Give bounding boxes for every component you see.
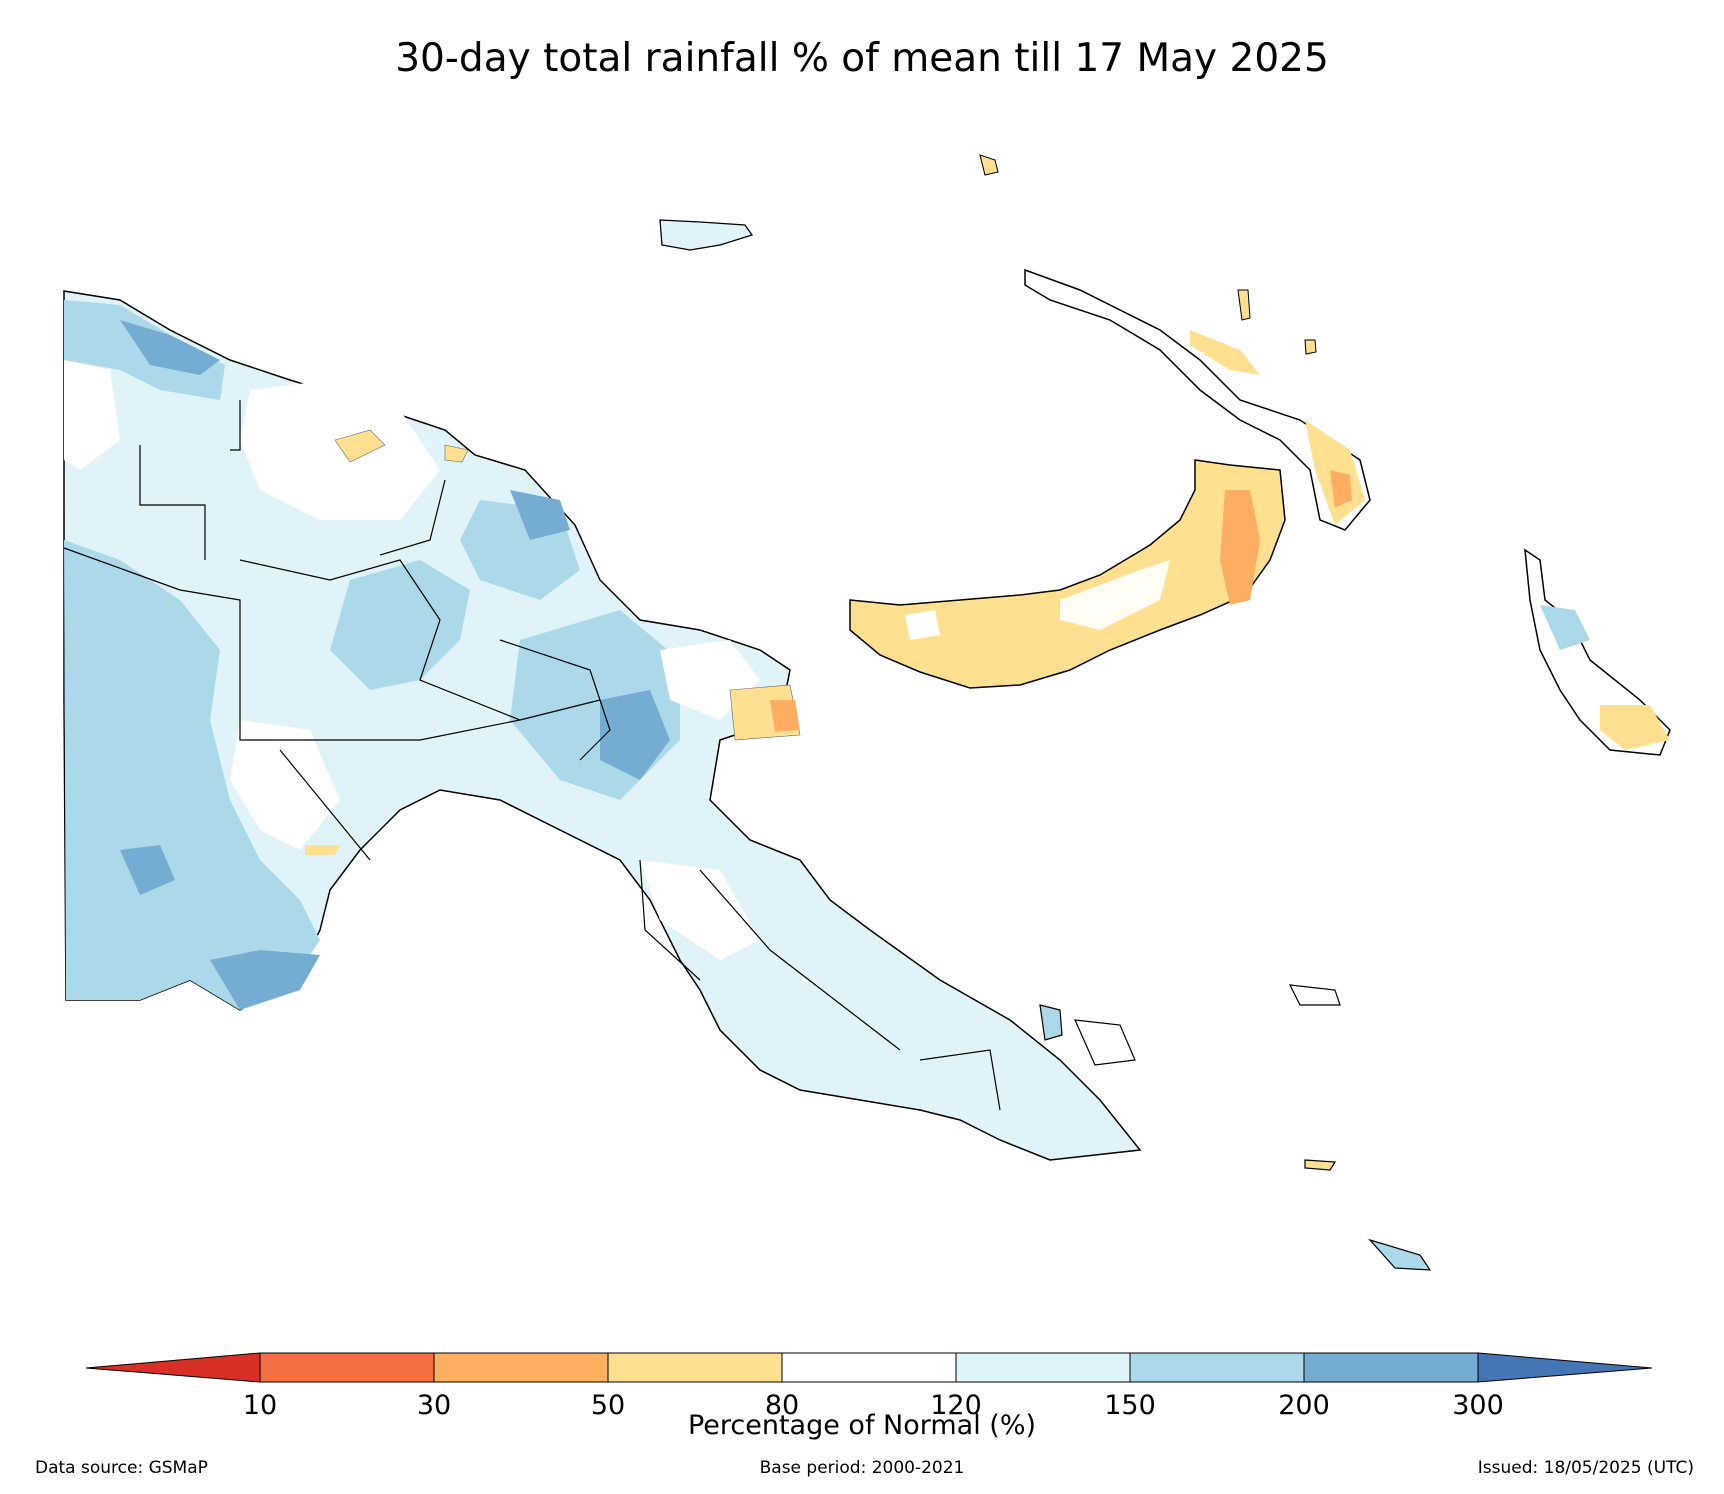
colorbar-tick-50: 50: [591, 1390, 625, 1421]
issued-note: Issued: 18/05/2025 (UTC): [1477, 1458, 1694, 1478]
zone-30-50-nb-a: [1220, 490, 1260, 605]
base-period-note: Base period: 2000-2021: [759, 1458, 965, 1478]
zone-200-300-e: [210, 950, 320, 1010]
colorbar-extend-high: [1477, 1352, 1653, 1383]
zone-200-300-d: [120, 845, 175, 895]
new-britain: [849, 459, 1286, 689]
southeast-islands: [1039, 984, 1432, 1271]
rainfall-map: [63, 154, 1671, 1271]
colorbar-tick-200: 200: [1278, 1390, 1330, 1421]
colorbar-tick-10: 10: [243, 1390, 277, 1421]
zone-150-200-bv: [1540, 605, 1590, 650]
colorbar-bin-120-150: [955, 1352, 1131, 1383]
colorbar-tick-120: 120: [930, 1390, 982, 1421]
new-britain-land: [849, 459, 1286, 689]
zone-50-80-d: [305, 845, 340, 855]
colorbar-tick-80: 80: [765, 1390, 799, 1421]
zone-80-120-a: [240, 380, 440, 520]
colorbar-bin-30-50: [433, 1352, 609, 1383]
bougainville: [1524, 548, 1671, 756]
rossel-island: [1368, 1238, 1432, 1271]
zone-80-120-e: [640, 860, 760, 960]
manus-land: [659, 219, 754, 251]
small-island-a: [979, 154, 999, 176]
zone-80-120-c: [64, 360, 120, 470]
zone-50-80-a: [334, 429, 386, 463]
manus-island: [659, 154, 1317, 355]
zone-50-80-bv: [1600, 705, 1670, 750]
zone-150-200-central: [330, 560, 470, 690]
colorbar-label: Percentage of Normal (%): [687, 1410, 1037, 1441]
zone-80-120-nb-b: [905, 610, 940, 640]
fergusson-island: [1074, 1019, 1136, 1066]
zone-200-300-b: [600, 690, 670, 780]
colorbar-bin-10-30: [259, 1352, 435, 1383]
small-island-b: [1237, 289, 1251, 321]
zone-150-200-west: [64, 540, 320, 1010]
zone-80-120-d: [230, 720, 340, 850]
colorbar-extend-low: [85, 1352, 261, 1383]
new-ireland: [1024, 268, 1371, 531]
zone-80-120-nb: [1060, 560, 1170, 630]
colorbar-bin-150-200: [1129, 1352, 1305, 1383]
small-island-c: [1304, 339, 1317, 355]
zone-30-50-ni: [1330, 470, 1352, 508]
zone-200-300-a: [120, 320, 220, 375]
zone-30-50-a: [770, 700, 800, 732]
province-border: [63, 400, 1001, 1111]
colorbar-tick-30: 30: [417, 1390, 451, 1421]
colorbar-tick-150: 150: [1104, 1390, 1156, 1421]
data-source-note: Data source: GSMaP: [35, 1458, 208, 1478]
woodlark-island: [1288, 984, 1341, 1006]
colorbar-bin-200-300: [1303, 1352, 1479, 1383]
bougainville-land: [1524, 548, 1671, 756]
colorbar-tick-300: 300: [1452, 1390, 1504, 1421]
zone-200-300-c: [510, 490, 570, 540]
colorbar-bin-80-120: [781, 1352, 957, 1383]
mainland: [63, 290, 1142, 1161]
goodenough-island: [1039, 1004, 1063, 1041]
zone-50-80-ni-a: [1190, 330, 1260, 375]
colorbar-bin-50-80: [607, 1352, 783, 1383]
zone-50-80-b: [444, 444, 469, 463]
misima-island: [1304, 1159, 1337, 1171]
map-title: 30-day total rainfall % of mean till 17 …: [395, 36, 1329, 81]
